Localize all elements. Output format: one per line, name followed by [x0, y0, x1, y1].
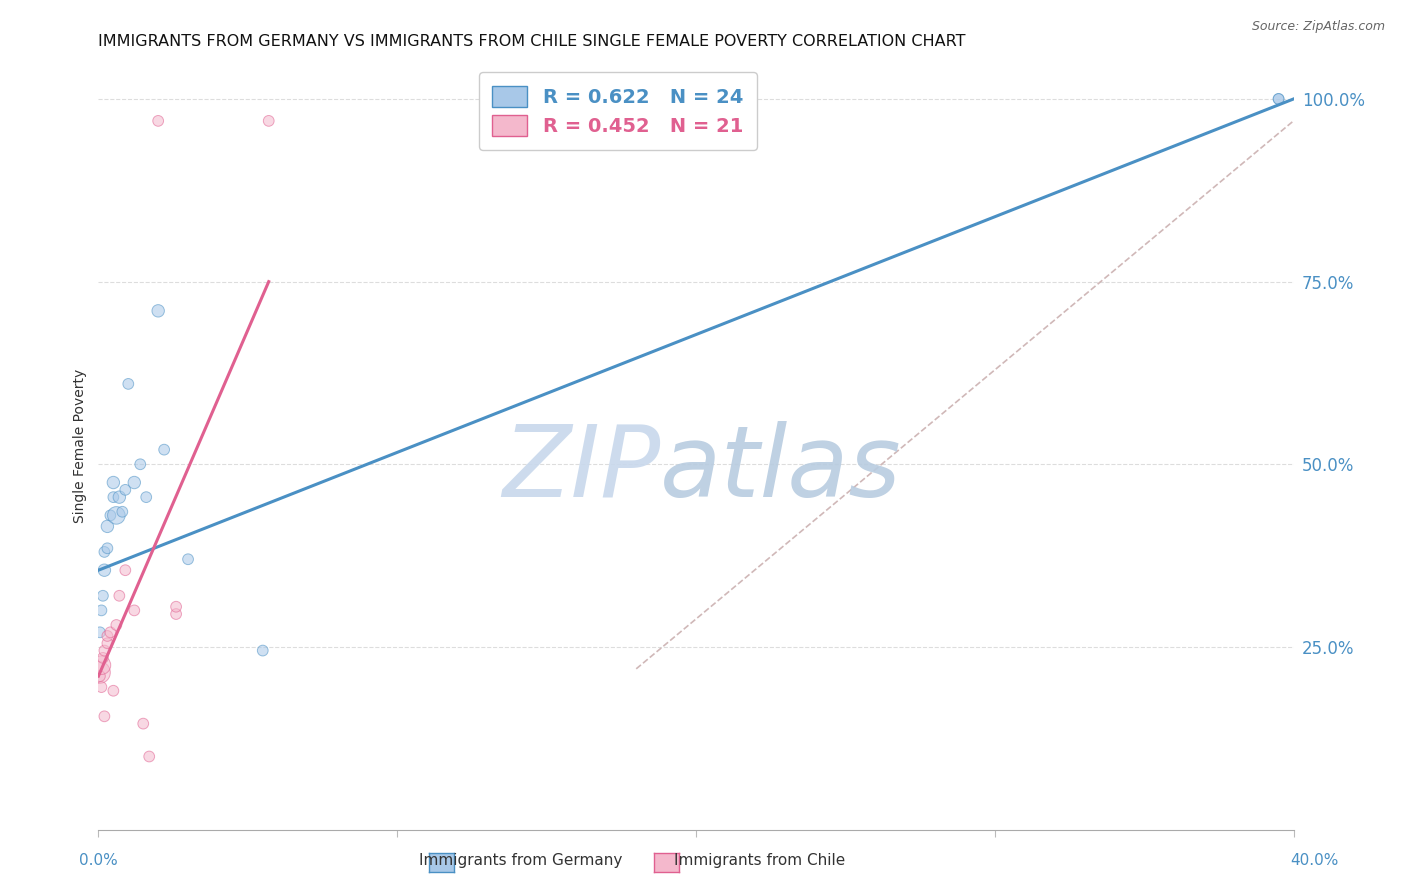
Point [103, 490, 125, 504]
Point [93, 545, 115, 559]
Text: IMMIGRANTS FROM GERMANY VS IMMIGRANTS FROM CHILE SINGLE FEMALE POVERTY CORRELATI: IMMIGRANTS FROM GERMANY VS IMMIGRANTS FR… [98, 34, 966, 49]
Point [252, 643, 274, 657]
Point [96, 636, 118, 650]
Point [105, 618, 128, 632]
Text: 0.0%: 0.0% [79, 854, 118, 868]
Point [108, 490, 131, 504]
Point [93, 643, 115, 657]
Point [124, 475, 146, 490]
Point [96, 519, 118, 533]
Point [98, 508, 122, 523]
Point [90, 658, 112, 673]
Point [1267, 92, 1289, 106]
Point [93, 563, 115, 577]
Point [135, 490, 157, 504]
Text: atlas: atlas [661, 420, 901, 517]
Point [132, 716, 155, 731]
Point [257, 114, 280, 128]
Point [96, 629, 118, 643]
Point [105, 508, 128, 523]
Point [148, 303, 170, 318]
Point [129, 457, 152, 471]
Point [103, 475, 125, 490]
Text: Immigrants from Chile: Immigrants from Chile [673, 854, 845, 868]
Point [89, 669, 111, 683]
Point [89, 665, 111, 680]
Point [90, 603, 112, 617]
Point [165, 607, 187, 621]
Point [89, 625, 111, 640]
Text: 40.0%: 40.0% [1291, 854, 1339, 868]
Point [114, 563, 136, 577]
Text: Source: ZipAtlas.com: Source: ZipAtlas.com [1251, 20, 1385, 33]
Point [96, 541, 118, 556]
Y-axis label: Single Female Poverty: Single Female Poverty [73, 369, 87, 523]
Point [117, 376, 139, 391]
Point [111, 505, 134, 519]
Point [153, 442, 176, 457]
Point [90, 680, 112, 694]
Point [1267, 92, 1289, 106]
Point [124, 603, 146, 617]
Point [138, 749, 160, 764]
Point [103, 683, 125, 698]
Text: ZIP: ZIP [502, 420, 661, 517]
Point [91, 651, 114, 665]
Point [177, 552, 200, 566]
Point [148, 114, 170, 128]
Legend: R = 0.622   N = 24, R = 0.452   N = 21: R = 0.622 N = 24, R = 0.452 N = 21 [478, 72, 756, 150]
Text: Immigrants from Germany: Immigrants from Germany [419, 854, 621, 868]
Point [93, 709, 115, 723]
Point [98, 625, 122, 640]
Point [91, 589, 114, 603]
Point [165, 599, 187, 614]
Point [108, 589, 131, 603]
Point [114, 483, 136, 497]
